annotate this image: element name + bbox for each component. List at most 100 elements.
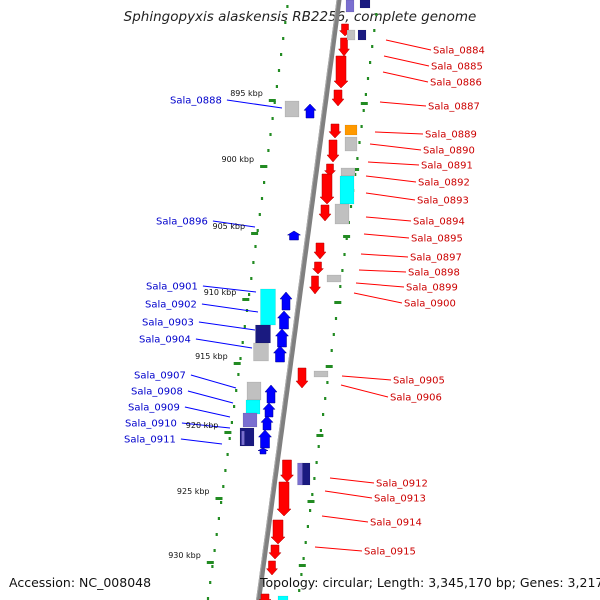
gene-arrow-down xyxy=(326,139,340,163)
minor-tick-left xyxy=(217,517,220,520)
gene-block xyxy=(334,203,350,225)
minor-tick-right xyxy=(309,509,312,512)
major-tick xyxy=(242,298,250,301)
gene-label-left: Sala_0888 xyxy=(170,96,222,107)
minor-tick-left xyxy=(220,501,223,504)
major-tick xyxy=(316,434,324,437)
minor-tick-left xyxy=(213,549,216,552)
minor-tick-left xyxy=(230,421,233,424)
gene-arrow-up xyxy=(260,415,274,431)
scale-label: 925 kbp xyxy=(177,487,210,496)
minor-tick-right xyxy=(369,61,372,64)
minor-tick-left xyxy=(280,53,283,56)
leader-line-right xyxy=(340,384,389,398)
major-tick xyxy=(298,564,306,567)
gene-arrow-up xyxy=(303,103,317,119)
minor-tick-left xyxy=(286,5,289,8)
gene-label-right: Sala_0899 xyxy=(406,283,458,294)
gene-label-right: Sala_0897 xyxy=(410,253,462,264)
major-tick xyxy=(325,365,333,368)
leader-line-right xyxy=(355,282,405,288)
gene-block xyxy=(344,136,358,152)
minor-tick-right xyxy=(302,557,305,560)
gene-label-left: Sala_0910 xyxy=(125,419,177,430)
minor-tick-right xyxy=(354,173,357,176)
minor-tick-left xyxy=(235,389,238,392)
gene-label-right: Sala_0890 xyxy=(423,146,475,157)
gene-label-right: Sala_0885 xyxy=(431,62,483,73)
gene-arrow-up xyxy=(262,402,276,418)
minor-tick-left xyxy=(277,69,281,72)
gene-block xyxy=(340,167,356,177)
gene-label-right: Sala_0905 xyxy=(393,376,445,387)
major-tick xyxy=(251,232,259,235)
leader-line-right xyxy=(379,101,427,107)
leader-line-right xyxy=(365,192,416,201)
leader-line-right xyxy=(341,375,392,381)
gene-arrow-up xyxy=(257,429,273,449)
gene-label-right: Sala_0893 xyxy=(417,196,469,207)
minor-tick-left xyxy=(233,405,236,408)
major-tick xyxy=(224,431,232,434)
gene-block xyxy=(326,274,342,283)
major-tick xyxy=(352,168,360,171)
minor-tick-left xyxy=(243,325,246,328)
gene-arrow-down xyxy=(318,204,332,222)
leader-line-right xyxy=(385,39,432,51)
genome-backbone xyxy=(255,0,342,600)
minor-tick-left xyxy=(209,581,212,584)
minor-tick-right xyxy=(362,109,365,112)
leader-line-right xyxy=(329,477,375,484)
gene-arrow-down xyxy=(265,560,279,576)
minor-tick-left xyxy=(271,117,274,120)
minor-tick-left xyxy=(282,37,285,40)
gene-arrow-down xyxy=(258,593,272,600)
minor-tick-left xyxy=(275,85,278,88)
gene-label-right: Sala_0887 xyxy=(428,102,480,113)
scale-label: 915 kbp xyxy=(195,352,228,361)
gene-label-right: Sala_0891 xyxy=(421,161,473,172)
minor-tick-left xyxy=(273,101,276,104)
minor-tick-left xyxy=(256,229,259,232)
minor-tick-right xyxy=(360,125,363,128)
minor-tick-left xyxy=(284,21,287,24)
minor-tick-right xyxy=(366,77,370,80)
minor-tick-right xyxy=(375,13,378,16)
minor-tick-left xyxy=(222,485,225,488)
gene-label-right: Sala_0898 xyxy=(408,268,460,279)
gene-block xyxy=(284,100,300,118)
leader-line-left xyxy=(201,303,259,313)
leader-line-right xyxy=(324,490,373,499)
gene-label-right: Sala_0889 xyxy=(425,130,477,141)
leader-line-right xyxy=(353,292,403,304)
minor-tick-left xyxy=(228,437,231,440)
gene-block xyxy=(277,595,289,600)
major-tick xyxy=(307,500,315,503)
minor-tick-left xyxy=(258,213,261,216)
gene-arrow-up xyxy=(274,328,290,348)
gene-label-left: Sala_0907 xyxy=(134,371,186,382)
leader-line-right xyxy=(367,161,420,166)
genome-title: Sphingopyxis alaskensis RB2256, complete… xyxy=(123,9,477,25)
minor-tick-left xyxy=(248,293,251,296)
gene-arrow-down xyxy=(337,37,351,57)
minor-tick-right xyxy=(300,573,303,576)
gene-arrow-down xyxy=(308,275,322,295)
gene-label-right: Sala_0915 xyxy=(364,547,416,558)
gene-arrow-up xyxy=(264,384,278,404)
gene-block xyxy=(313,370,329,378)
minor-tick-left xyxy=(241,341,244,344)
accession-label: Accession: NC_008048 xyxy=(9,575,152,590)
label-leaders xyxy=(180,39,432,552)
gene-label-left: Sala_0904 xyxy=(139,335,191,346)
leader-line-left xyxy=(184,406,231,418)
leader-line-right xyxy=(365,216,412,222)
major-tick xyxy=(360,102,368,105)
gene-arrow-down xyxy=(268,544,282,560)
gene-block xyxy=(301,462,311,486)
gene-label-left: Sala_0903 xyxy=(142,318,194,329)
minor-tick-right xyxy=(317,445,320,448)
minor-tick-right xyxy=(341,269,344,272)
gene-arrow-down xyxy=(295,367,309,389)
